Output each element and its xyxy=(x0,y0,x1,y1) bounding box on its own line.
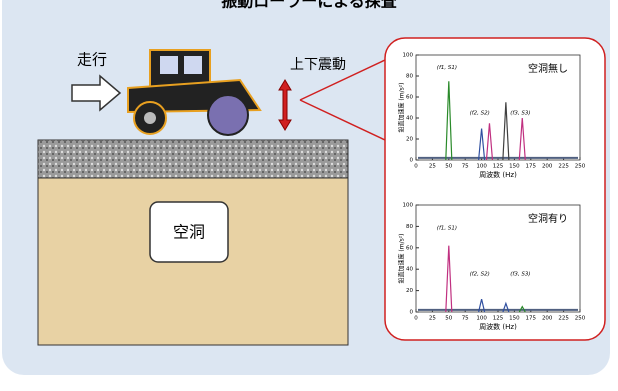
x-tick-label: 75 xyxy=(462,316,469,322)
vibration-label: 上下震動 xyxy=(290,57,346,73)
cavity-label: 空洞 xyxy=(173,223,205,242)
x-axis-label: 周波数 (Hz) xyxy=(479,322,517,331)
y-tick-label: 0 xyxy=(410,310,414,316)
panel-title: 空洞有り xyxy=(528,212,568,225)
y-tick-label: 60 xyxy=(406,245,413,251)
y-tick-label: 20 xyxy=(406,288,413,294)
x-tick-label: 150 xyxy=(509,164,520,170)
peak-annotation: (f2, S2) xyxy=(470,110,490,116)
y-axis-label: 鉛直加速度 (m/s²) xyxy=(398,234,406,284)
y-tick-label: 20 xyxy=(406,137,413,143)
x-tick-label: 25 xyxy=(429,316,436,322)
x-tick-label: 50 xyxy=(445,316,452,322)
x-tick-label: 0 xyxy=(414,164,418,170)
x-tick-label: 225 xyxy=(558,164,569,170)
pavement xyxy=(38,140,348,178)
y-tick-label: 60 xyxy=(406,95,413,101)
x-tick-label: 125 xyxy=(493,164,504,170)
x-tick-label: 25 xyxy=(429,164,436,170)
y-tick-label: 80 xyxy=(406,74,413,80)
y-tick-label: 40 xyxy=(406,116,413,122)
x-tick-label: 175 xyxy=(526,164,537,170)
panel-title: 空洞無し xyxy=(528,62,568,75)
x-tick-label: 200 xyxy=(542,164,553,170)
x-axis-label: 周波数 (Hz) xyxy=(479,170,517,179)
x-tick-label: 200 xyxy=(542,316,553,322)
title: 振動ローラーによる探査 xyxy=(221,0,397,11)
x-tick-label: 100 xyxy=(476,164,487,170)
diagram: 振動ローラーによる探査 空洞 走行 上下震動 0 25 50 75 100 125 150 1… xyxy=(0,0,618,387)
x-tick-label: 0 xyxy=(414,316,418,322)
x-tick-label: 225 xyxy=(558,316,569,322)
peak-annotation: (f1, S1) xyxy=(437,65,457,71)
y-tick-label: 100 xyxy=(403,203,414,209)
x-tick-label: 75 xyxy=(462,164,469,170)
travel-label: 走行 xyxy=(77,51,107,69)
x-tick-label: 250 xyxy=(575,316,586,322)
x-tick-label: 50 xyxy=(445,164,452,170)
x-tick-label: 250 xyxy=(575,164,586,170)
y-tick-label: 0 xyxy=(410,158,414,164)
x-tick-label: 175 xyxy=(526,316,537,322)
peak-annotation: (f3, S3) xyxy=(510,110,530,116)
peak-annotation: (f3, S3) xyxy=(510,271,530,277)
y-tick-label: 100 xyxy=(403,53,414,59)
y-tick-label: 80 xyxy=(406,224,413,230)
y-tick-label: 40 xyxy=(406,267,413,273)
y-axis-label: 鉛直加速度 (m/s²) xyxy=(398,83,406,133)
x-tick-label: 100 xyxy=(476,316,487,322)
x-tick-label: 125 xyxy=(493,316,504,322)
peak-annotation: (f1, S1) xyxy=(437,225,457,231)
x-tick-label: 150 xyxy=(509,316,520,322)
page: {"header":{"title":"振動ローラーによる探査"}, "labe… xyxy=(0,0,618,387)
peak-annotation: (f2, S2) xyxy=(470,271,490,277)
